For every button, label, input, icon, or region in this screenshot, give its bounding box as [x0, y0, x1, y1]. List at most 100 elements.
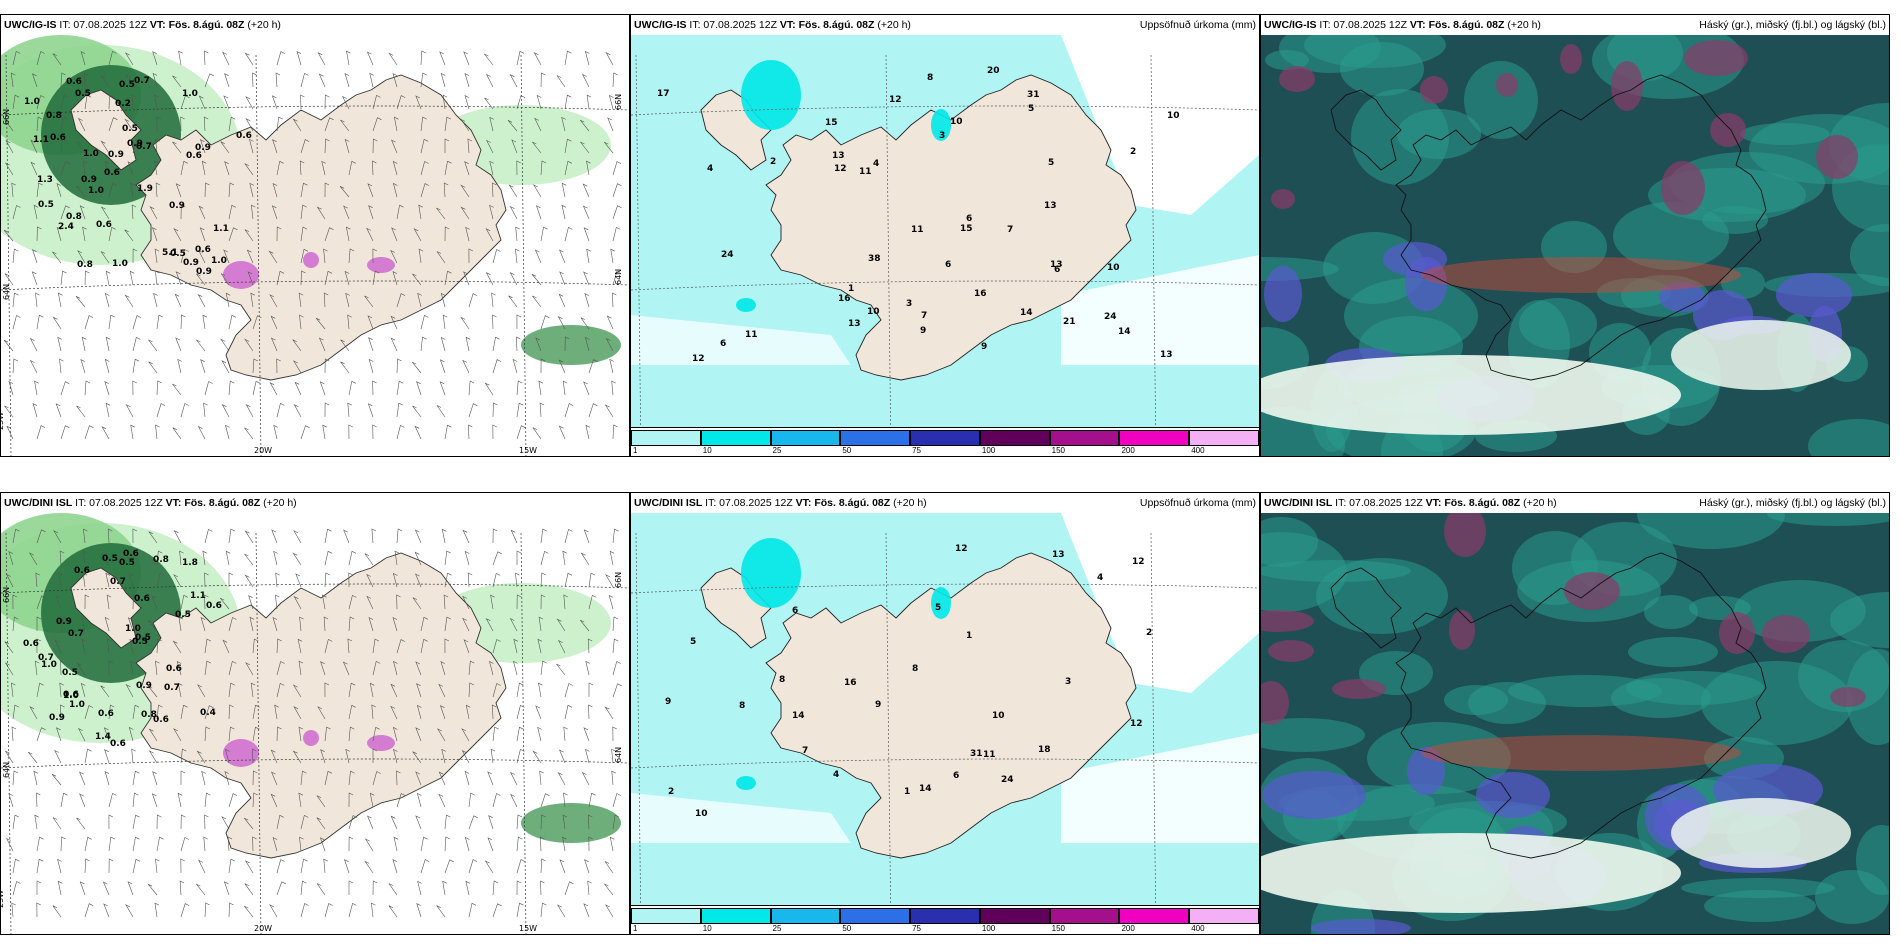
precip-map[interactable]: 6 10 6 6 12 20 24 31 21 16 13 12 10 8 14 13 13 24 11 10 17 11… — [631, 35, 1259, 456]
wind-barb — [539, 770, 544, 786]
wind-barb — [276, 638, 282, 654]
wind-barb — [372, 380, 377, 396]
cloud-map[interactable] — [1261, 35, 1889, 456]
parallel-line — [1, 583, 629, 594]
wind-barb — [507, 120, 518, 132]
wind-barb — [465, 336, 471, 352]
wind-barb — [252, 770, 258, 786]
colorbar-tick: 100 — [981, 446, 996, 455]
wind-barb — [463, 271, 470, 286]
wind-barb — [197, 684, 206, 698]
wind-barb — [147, 685, 158, 698]
field-title: Háský (gr.), miðský (fj.bl.) og lágský (… — [1699, 19, 1886, 31]
axis-label: 20W — [254, 446, 272, 455]
cloud-map[interactable] — [1261, 513, 1889, 934]
value-label: 11 — [983, 750, 996, 760]
value-label: 0.6 — [98, 709, 114, 719]
dry-area — [1061, 255, 1259, 365]
wind-barb — [82, 550, 88, 566]
colorbar-tick: 200 — [1121, 446, 1135, 455]
wind-barb — [300, 770, 307, 786]
gust-patch — [223, 261, 259, 289]
value-label: 13 — [1044, 201, 1057, 211]
cloud-layer — [1637, 513, 1785, 549]
high-cloud — [1449, 610, 1475, 650]
precip-map[interactable]: 12 8 24 31 16 10 14 12 18 11 9 8 7 6 5 4 3 2 1 14 13 12 10 4 5 6 2… — [631, 513, 1259, 934]
value-label: 20 — [987, 66, 1000, 76]
wind-barb — [585, 660, 590, 676]
wind-barb — [604, 706, 614, 720]
low-cloud — [1261, 355, 1681, 435]
wind-barb — [228, 528, 236, 544]
value-label: 0.5 — [132, 637, 148, 647]
wind-barb — [324, 903, 333, 918]
wind-map[interactable]: 0.9 1.8 0.6 1.1 0.9 0.7 0.5 0.6 0.6 0.5 0.7 0.6 0.7 0… — [1, 513, 629, 934]
wind-barb — [516, 380, 523, 396]
wind-barb — [252, 704, 260, 720]
wind-barb — [492, 528, 498, 544]
wind-barb — [276, 661, 285, 676]
wind-barb — [612, 616, 619, 632]
wind-barb — [559, 859, 566, 874]
wind-barb — [437, 728, 446, 742]
wind-barb — [465, 704, 471, 720]
high-cloud — [1816, 135, 1858, 179]
wind-map[interactable]: 2.4 5.1 1.9 1.3 0.5 0.6 1.0 0.9 0.8 0.7 0.2 1.0 1.0 0… — [1, 35, 629, 456]
panel-wind-dini: UWC/DINI ISL IT: 07.08.2025 12Z VT: Fös.… — [0, 492, 630, 935]
wind-barb — [348, 704, 356, 720]
iceland-outline — [765, 552, 1137, 859]
wind-barb — [586, 94, 592, 110]
cloud-layer — [1704, 890, 1816, 922]
wind-barb — [436, 405, 446, 418]
wind-barb — [293, 706, 302, 720]
value-label: 3 — [906, 299, 912, 309]
wind-barb — [108, 314, 115, 330]
wind-barb — [392, 617, 398, 632]
value-label: 0.7 — [110, 577, 126, 587]
wind-barb — [8, 793, 14, 808]
wind-barb — [485, 228, 494, 242]
lead-time: (+20 h) — [260, 497, 297, 509]
value-label: 9 — [875, 700, 881, 710]
wind-barb — [155, 660, 160, 676]
wind-barb — [12, 94, 20, 110]
wind-barb — [180, 770, 186, 785]
wind-barb — [12, 814, 20, 830]
wind-barb — [11, 682, 16, 698]
wind-barb — [510, 529, 518, 544]
panel-header: UWC/IG-IS IT: 07.08.2025 12Z VT: Fös. 8.… — [1261, 15, 1889, 35]
wind-barb — [132, 594, 138, 610]
wind-barb — [204, 638, 212, 654]
gust-patch — [367, 257, 395, 273]
wind-barb — [36, 836, 44, 852]
wind-barb — [202, 550, 208, 566]
wind-barb — [611, 292, 617, 308]
wind-barb — [516, 902, 524, 918]
wind-barb — [36, 902, 41, 918]
colorbar-swatch — [1049, 430, 1120, 446]
value-label: 13 — [1160, 350, 1173, 360]
meridian-line — [5, 54, 12, 456]
wind-barb — [534, 117, 542, 132]
wind-barb — [100, 685, 110, 698]
wind-barb — [324, 682, 330, 698]
wind-barb — [588, 594, 597, 610]
value-label: 15 — [960, 224, 973, 234]
wind-barb — [60, 616, 68, 632]
wind-barb — [228, 682, 235, 698]
value-label: 0.6 — [66, 77, 82, 87]
cloud-layer — [1850, 224, 1889, 286]
high-cloud — [1830, 687, 1866, 707]
wind-barb — [225, 424, 230, 440]
wind-barb — [79, 771, 86, 786]
value-label: 1.1 — [213, 224, 229, 234]
wind-barb — [58, 572, 63, 588]
gust-patch — [303, 730, 319, 746]
wind-barb — [151, 793, 158, 808]
value-label: 0.6 — [96, 220, 112, 230]
wind-barbs — [4, 528, 622, 918]
wind-barb — [372, 160, 377, 176]
cloud-layer — [1681, 878, 1835, 898]
value-label: 10 — [950, 117, 963, 127]
